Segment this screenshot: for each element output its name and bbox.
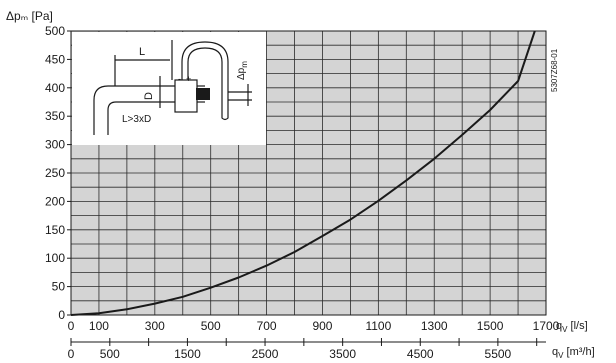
y-tick-label: 0 bbox=[58, 308, 65, 322]
inset-label-pressure: Δpm bbox=[236, 61, 249, 80]
y-tick-label: 350 bbox=[45, 109, 65, 123]
x2-tick-label: 4500 bbox=[407, 347, 434, 361]
x-tick-label: 900 bbox=[312, 319, 332, 333]
x-tick-label: 1700 bbox=[533, 319, 560, 333]
y-tick-label: 50 bbox=[52, 280, 66, 294]
x-tick-label: 300 bbox=[145, 319, 165, 333]
x2-tick-label: 2500 bbox=[252, 347, 279, 361]
manometer-u-tube bbox=[221, 112, 229, 121]
x2-tick-label: 1500 bbox=[174, 347, 201, 361]
manometer-tube-inner bbox=[187, 47, 223, 112]
x2-axis-label: qV [m³/h] bbox=[552, 346, 595, 360]
y-tick-label: 250 bbox=[45, 166, 65, 180]
x-tick-label: 100 bbox=[89, 319, 109, 333]
x-tick-label: 1100 bbox=[365, 319, 391, 333]
y-tick-label: 200 bbox=[45, 194, 65, 208]
x2-tick-label: 3500 bbox=[329, 347, 356, 361]
y-tick-label: 150 bbox=[45, 223, 65, 237]
x-axis-ticks: 0 100 300 500 700 900 1100 1300 1500 1700 bbox=[68, 319, 560, 333]
y-tick-label: 300 bbox=[45, 138, 65, 152]
x2-tick-label: 0 bbox=[68, 347, 75, 361]
series-line bbox=[70, 30, 536, 316]
y-tick-label: 450 bbox=[45, 52, 65, 66]
x2-tick-label: 5500 bbox=[485, 347, 512, 361]
y-axis-label: Δpₘ [Pa] bbox=[6, 9, 53, 23]
y-axis-ticks: 0 50 100 150 200 250 300 350 400 450 500 bbox=[45, 24, 71, 322]
inset-label-diameter: D bbox=[143, 92, 155, 100]
x2-tick-label: 500 bbox=[100, 347, 120, 361]
x-tick-label: 1500 bbox=[477, 319, 504, 333]
y-tick-label: 100 bbox=[45, 251, 65, 265]
duct-bend-inner bbox=[107, 101, 175, 135]
inset-label-plus: + bbox=[186, 74, 191, 84]
x-tick-label: 0 bbox=[68, 319, 75, 333]
x-axis-label: qV [l/s] bbox=[556, 320, 588, 334]
y-tick-label: 400 bbox=[45, 81, 65, 95]
duct-bend-outer bbox=[93, 85, 175, 135]
inset-label-minus: - bbox=[178, 74, 181, 84]
y-tick-label: 500 bbox=[45, 24, 65, 38]
x2-axis-ticks: 0 500 1500 2500 3500 4500 5500 bbox=[68, 338, 546, 361]
x-tick-label: 500 bbox=[201, 319, 221, 333]
x-tick-label: 1300 bbox=[421, 319, 448, 333]
inset-label-length: L bbox=[139, 46, 145, 58]
fan-hub bbox=[196, 88, 210, 100]
manometer-tube-outer bbox=[181, 41, 229, 112]
inset-background bbox=[72, 32, 266, 145]
document-code: 5307Z68-01 bbox=[550, 48, 559, 92]
inset-label-condition: L>3xD bbox=[122, 114, 151, 125]
x-tick-label: 700 bbox=[257, 319, 277, 333]
curve-layer bbox=[70, 30, 536, 316]
measurement-schematic: L D L>3xD - + Δpm bbox=[72, 32, 266, 145]
